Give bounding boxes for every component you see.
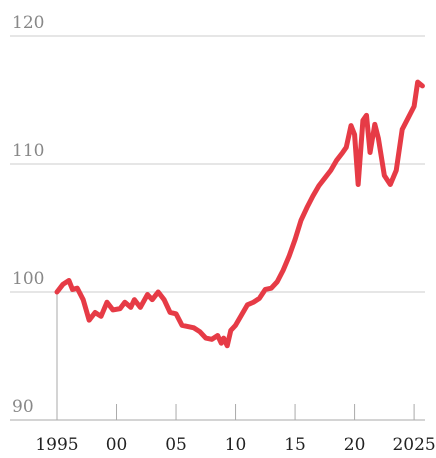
x-tick-label: 2025 <box>392 435 435 455</box>
data-line <box>54 79 425 349</box>
y-tick-label: 120 <box>12 13 44 33</box>
x-tick-label: 10 <box>225 435 247 455</box>
x-tick-label: 00 <box>106 435 128 455</box>
x-tick-label: 20 <box>344 435 366 455</box>
x-tick-label: 15 <box>284 435 306 455</box>
x-tick-label: 1995 <box>35 435 78 455</box>
x-tick-label: 05 <box>165 435 187 455</box>
y-tick-label: 90 <box>12 397 34 417</box>
y-tick-label: 110 <box>12 141 44 161</box>
y-tick-label: 100 <box>12 269 44 289</box>
